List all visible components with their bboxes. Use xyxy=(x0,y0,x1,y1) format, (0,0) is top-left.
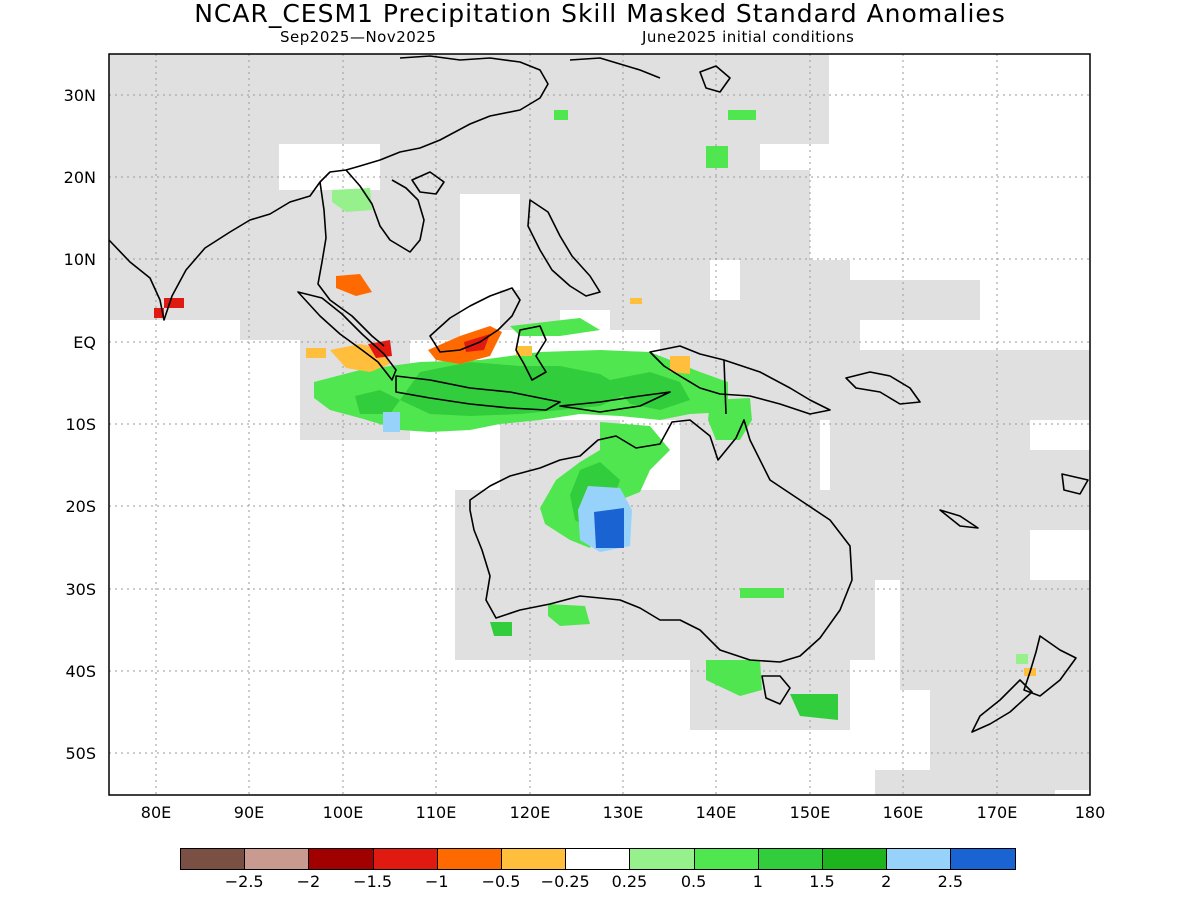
lon-label-110e: 110E xyxy=(415,803,457,822)
negative-anomaly-shading xyxy=(154,274,1036,676)
lon-label-130e: 130E xyxy=(602,803,644,822)
colorbar-label: −0.5 xyxy=(481,872,521,891)
colorbar-label: 1 xyxy=(752,872,763,891)
colorbar-swatch xyxy=(372,848,438,870)
colorbar-swatch xyxy=(436,848,502,870)
plot-frame xyxy=(108,53,1091,796)
colorbar-swatch xyxy=(950,848,1016,870)
colorbar-label: −0.25 xyxy=(540,872,590,891)
lon-label-170e: 170E xyxy=(976,803,1018,822)
colorbar-label: 0.25 xyxy=(611,872,648,891)
colorbar-swatch xyxy=(244,848,310,870)
colorbar-swatch xyxy=(180,848,246,870)
colorbar-label: −2 xyxy=(296,872,321,891)
colorbar-label: −2.5 xyxy=(224,872,264,891)
init-conditions-label: June2025 initial conditions xyxy=(642,28,855,46)
lon-label-90e: 90E xyxy=(233,803,265,822)
lon-label-150e: 150E xyxy=(789,803,831,822)
colorbar-label: −1.5 xyxy=(353,872,393,891)
positive-anomaly-shading xyxy=(314,110,1028,720)
lon-label-120e: 120E xyxy=(509,803,551,822)
season-label: Sep2025—Nov2025 xyxy=(280,28,437,46)
lon-label-100e: 100E xyxy=(322,803,364,822)
lat-label-20s: 20S xyxy=(65,497,96,516)
map-layers xyxy=(109,54,1090,795)
gridlines xyxy=(109,54,1090,795)
colorbar-label: 1.5 xyxy=(809,872,835,891)
colorbar-swatch xyxy=(501,848,567,870)
lon-label-160e: 160E xyxy=(882,803,924,822)
lat-label-20n: 20N xyxy=(63,168,96,187)
lat-label-10n: 10N xyxy=(63,250,96,269)
skill-mask-regions xyxy=(109,54,1090,795)
coastlines xyxy=(109,55,1089,733)
lat-label-30n: 30N xyxy=(63,86,96,105)
colorbar-swatch xyxy=(565,848,631,870)
lat-label-40s: 40S xyxy=(65,662,96,681)
colorbar-swatch xyxy=(629,848,695,870)
colorbar-swatch xyxy=(886,848,952,870)
colorbar-label: 0.5 xyxy=(680,872,707,891)
colorbar-swatch xyxy=(693,848,759,870)
colorbar-label: 2.5 xyxy=(937,872,964,891)
map-title: NCAR_CESM1 Precipitation Skill Masked St… xyxy=(194,0,1006,28)
colorbar-label: 2 xyxy=(881,872,892,891)
lon-label-80e: 80E xyxy=(140,803,172,822)
lat-label-50s: 50S xyxy=(65,744,96,763)
colorbar-swatch xyxy=(822,848,888,870)
lat-label-10s: 10S xyxy=(65,415,96,434)
colorbar-label: −1 xyxy=(425,872,449,891)
lat-label-30s: 30S xyxy=(65,580,96,599)
lon-label-180: 180 xyxy=(1074,803,1106,822)
colorbar-swatch xyxy=(757,848,823,870)
lon-label-140e: 140E xyxy=(695,803,737,822)
lat-label-eq: EQ xyxy=(73,333,96,352)
colorbar-swatch xyxy=(308,848,374,870)
